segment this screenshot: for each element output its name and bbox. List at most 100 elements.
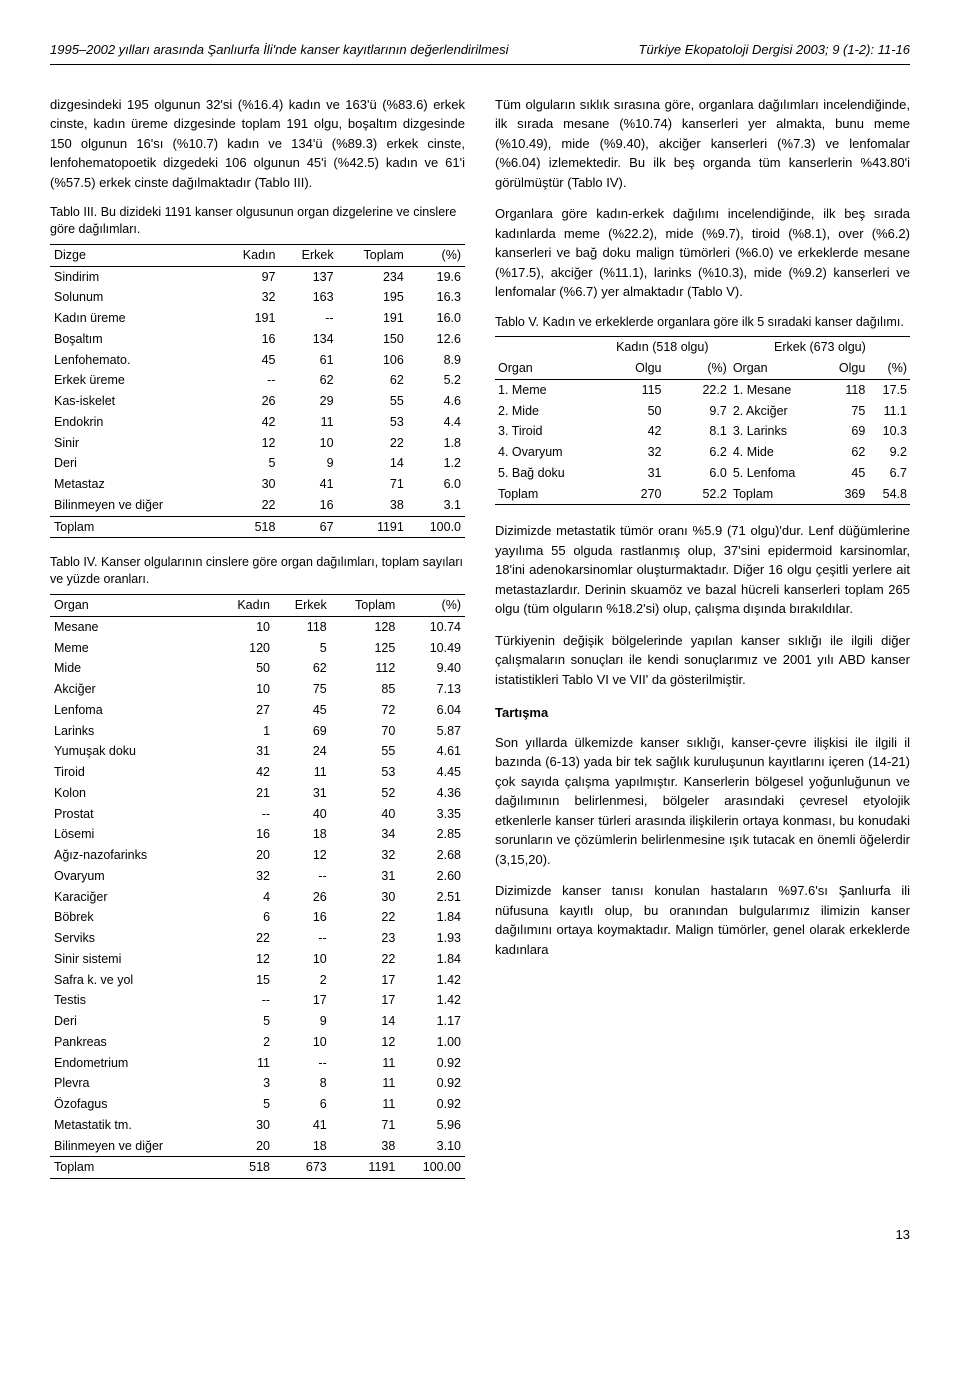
- table-row: Safra k. ve yol152171.42: [50, 970, 465, 991]
- cell: 128: [331, 616, 400, 637]
- cell: 50: [216, 658, 274, 679]
- cell: 38: [331, 1136, 400, 1157]
- cell: 191: [338, 308, 408, 329]
- table5: Kadın (518 olgu) Erkek (673 olgu) Organ …: [495, 336, 910, 505]
- table-row: Böbrek616221.84: [50, 907, 465, 928]
- cell: Plevra: [50, 1073, 216, 1094]
- table-row: Prostat--40403.35: [50, 804, 465, 825]
- table-row: Yumuşak doku3124554.61: [50, 741, 465, 762]
- cell: 2.85: [399, 824, 465, 845]
- t3-h1: Kadın: [220, 244, 279, 266]
- cell: 6.7: [868, 463, 910, 484]
- table4-caption: Tablo IV. Kanser olgularının cinslere gö…: [50, 554, 465, 588]
- cell: 42: [220, 412, 279, 433]
- cell: Serviks: [50, 928, 216, 949]
- cell: 5: [216, 1094, 274, 1115]
- table-row: Endokrin4211534.4: [50, 412, 465, 433]
- cell: 11: [331, 1053, 400, 1074]
- cell: 4: [216, 887, 274, 908]
- cell: 6: [274, 1094, 331, 1115]
- cell: 55: [338, 391, 408, 412]
- right-para1: Tüm olguların sıklık sırasına göre, orga…: [495, 95, 910, 193]
- cell: Sinir: [50, 433, 220, 454]
- cell: Ovaryum: [50, 866, 216, 887]
- cell: 8: [274, 1073, 331, 1094]
- cell: 11: [216, 1053, 274, 1074]
- table-row: Serviks22--231.93: [50, 928, 465, 949]
- cell: 10: [274, 949, 331, 970]
- cell: Böbrek: [50, 907, 216, 928]
- table-row: 2. Mide509.72. Akciğer7511.1: [495, 401, 910, 422]
- t3-h4: (%): [408, 244, 465, 266]
- cell: 673: [274, 1157, 331, 1179]
- table4: Organ Kadın Erkek Toplam (%) Mesane10118…: [50, 594, 465, 1179]
- cell: 1.42: [399, 970, 465, 991]
- cell: 16: [220, 329, 279, 350]
- t5-h2: (%): [665, 358, 730, 379]
- cell: 9.2: [868, 442, 910, 463]
- cell: Deri: [50, 453, 220, 474]
- cell: 41: [279, 474, 337, 495]
- cell: 17: [331, 990, 400, 1011]
- table-row: Mesane1011812810.74: [50, 616, 465, 637]
- cell: 31: [216, 741, 274, 762]
- cell: 10: [274, 1032, 331, 1053]
- cell: 0.92: [399, 1094, 465, 1115]
- cell: 11: [331, 1073, 400, 1094]
- table-row: Toplam518671191100.0: [50, 516, 465, 538]
- cell: 0.92: [399, 1073, 465, 1094]
- cell: 1191: [338, 516, 408, 538]
- table-row: Pankreas210121.00: [50, 1032, 465, 1053]
- cell: 45: [220, 350, 279, 371]
- cell: 38: [338, 495, 408, 516]
- cell: 34: [331, 824, 400, 845]
- cell: 50: [595, 401, 665, 422]
- cell: 31: [595, 463, 665, 484]
- cell: 2. Mide: [495, 401, 595, 422]
- table-row: Bilinmeyen ve diğer2216383.1: [50, 495, 465, 516]
- cell: 40: [274, 804, 331, 825]
- cell: 115: [595, 379, 665, 400]
- left-column: dizgesindeki 195 olgunun 32'si (%16.4) k…: [50, 95, 465, 1196]
- cell: 72: [331, 700, 400, 721]
- table-row: Solunum3216319516.3: [50, 287, 465, 308]
- table-row: Lösemi1618342.85: [50, 824, 465, 845]
- t5-h5: (%): [868, 358, 910, 379]
- cell: 12: [331, 1032, 400, 1053]
- cell: 8.9: [408, 350, 465, 371]
- cell: Boşaltım: [50, 329, 220, 350]
- table-row: Kas-iskelet2629554.6: [50, 391, 465, 412]
- cell: 2: [274, 970, 331, 991]
- table-row: Toplam5186731191100.00: [50, 1157, 465, 1179]
- cell: 12: [220, 433, 279, 454]
- table-row: Endometrium11--110.92: [50, 1053, 465, 1074]
- cell: 20: [216, 1136, 274, 1157]
- cell: 62: [279, 370, 337, 391]
- table-row: Karaciğer426302.51: [50, 887, 465, 908]
- cell: 11: [279, 412, 337, 433]
- cell: 3.35: [399, 804, 465, 825]
- table3: Dizge Kadın Erkek Toplam (%) Sindirim971…: [50, 244, 465, 539]
- cell: 112: [331, 658, 400, 679]
- table-row: Boşaltım1613415012.6: [50, 329, 465, 350]
- cell: 234: [338, 266, 408, 287]
- cell: 1.84: [399, 949, 465, 970]
- cell: 5. Bağ doku: [495, 463, 595, 484]
- cell: 22.2: [665, 379, 730, 400]
- cell: 270: [595, 484, 665, 505]
- cell: 5: [274, 638, 331, 659]
- table-row: Lenfoma2745726.04: [50, 700, 465, 721]
- cell: 9: [279, 453, 337, 474]
- cell: 5. Lenfoma: [730, 463, 824, 484]
- cell: 3. Larinks: [730, 421, 824, 442]
- table-row: Erkek üreme--62625.2: [50, 370, 465, 391]
- table-row: Ovaryum32--312.60: [50, 866, 465, 887]
- cell: Meme: [50, 638, 216, 659]
- cell: Metastatik tm.: [50, 1115, 216, 1136]
- cell: 53: [331, 762, 400, 783]
- cell: 40: [331, 804, 400, 825]
- cell: 29: [279, 391, 337, 412]
- cell: 10: [279, 433, 337, 454]
- cell: 8.1: [665, 421, 730, 442]
- header-right: Türkiye Ekopatoloji Dergisi 2003; 9 (1-2…: [639, 40, 910, 60]
